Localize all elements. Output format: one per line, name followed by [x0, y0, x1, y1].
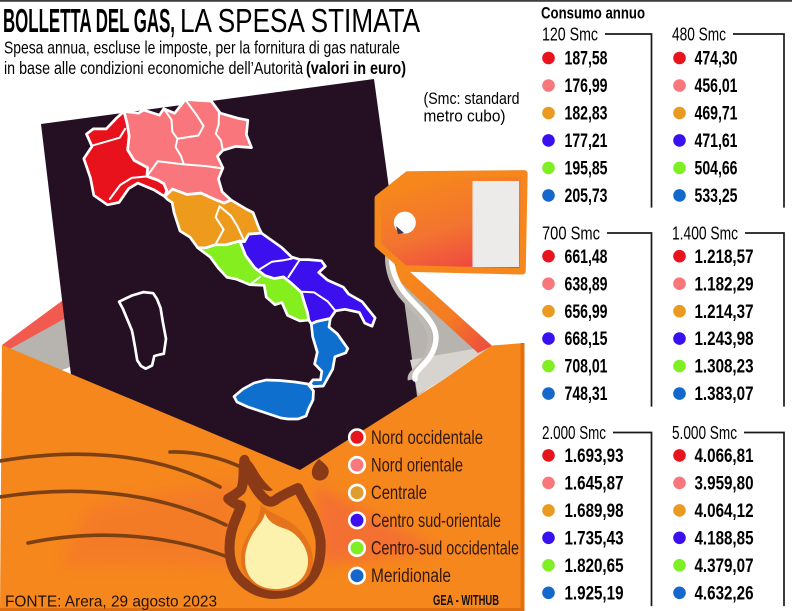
- svg-text:205,73: 205,73: [565, 185, 608, 207]
- svg-text:177,21: 177,21: [565, 130, 608, 152]
- svg-text:4.066,81: 4.066,81: [695, 445, 754, 467]
- svg-text:FONTE: Arera, 29 agosto 2023: FONTE: Arera, 29 agosto 2023: [5, 594, 217, 611]
- svg-text:1.820,65: 1.820,65: [565, 555, 624, 577]
- svg-text:120 Smc: 120 Smc: [542, 23, 598, 44]
- svg-text:Centro-sud occidentale: Centro-sud occidentale: [371, 539, 519, 560]
- svg-text:5.000 Smc: 5.000 Smc: [672, 422, 737, 443]
- svg-text:4.379,07: 4.379,07: [695, 555, 754, 577]
- svg-text:4.632,26: 4.632,26: [695, 582, 754, 604]
- svg-text:700 Smc: 700 Smc: [542, 222, 600, 243]
- svg-text:187,58: 187,58: [565, 48, 608, 70]
- svg-text:469,71: 469,71: [695, 103, 738, 125]
- svg-text:1.243,98: 1.243,98: [695, 328, 754, 350]
- svg-text:748,31: 748,31: [565, 383, 608, 405]
- svg-text:4.188,85: 4.188,85: [695, 527, 754, 549]
- svg-text:504,66: 504,66: [695, 158, 738, 180]
- svg-text:656,99: 656,99: [565, 301, 608, 323]
- svg-text:480 Smc: 480 Smc: [672, 23, 726, 44]
- svg-text:1.735,43: 1.735,43: [565, 527, 624, 549]
- svg-text:4.064,12: 4.064,12: [695, 500, 754, 522]
- svg-text:1.214,37: 1.214,37: [695, 301, 754, 323]
- svg-text:195,85: 195,85: [565, 158, 608, 180]
- svg-text:Spesa annua, escluse le impost: Spesa annua, escluse le imposte, per la …: [4, 38, 400, 58]
- svg-text:668,15: 668,15: [565, 328, 608, 350]
- svg-text:Meridionale: Meridionale: [371, 566, 451, 587]
- svg-text:metro cubo): metro cubo): [424, 107, 506, 126]
- svg-text:638,89: 638,89: [565, 273, 608, 295]
- svg-text:LA SPESA STIMATA: LA SPESA STIMATA: [180, 2, 420, 39]
- svg-text:2.000 Smc: 2.000 Smc: [542, 422, 606, 443]
- svg-text:Nord occidentale: Nord occidentale: [371, 428, 483, 449]
- svg-text:661,48: 661,48: [565, 246, 608, 268]
- svg-text:176,99: 176,99: [565, 75, 608, 97]
- svg-text:(Smc: standard: (Smc: standard: [424, 89, 520, 108]
- svg-text:474,30: 474,30: [695, 48, 738, 70]
- svg-text:Consumo annuo: Consumo annuo: [541, 5, 645, 23]
- svg-text:1.400 Smc: 1.400 Smc: [672, 222, 738, 243]
- svg-text:in base alle condizioni econom: in base alle condizioni economiche dell’…: [4, 58, 303, 78]
- svg-text:456,01: 456,01: [695, 75, 738, 97]
- svg-text:Centro sud-orientale: Centro sud-orientale: [371, 511, 501, 532]
- svg-text:BOLLETTA DEL GAS,: BOLLETTA DEL GAS,: [3, 2, 175, 39]
- svg-text:Nord orientale: Nord orientale: [371, 455, 463, 476]
- svg-text:1.925,19: 1.925,19: [565, 582, 624, 604]
- svg-text:1.308,23: 1.308,23: [695, 356, 754, 378]
- svg-text:1.218,57: 1.218,57: [695, 246, 754, 268]
- svg-text:3.959,80: 3.959,80: [695, 472, 754, 494]
- svg-text:1.693,93: 1.693,93: [565, 445, 624, 467]
- svg-text:708,01: 708,01: [565, 356, 608, 378]
- svg-text:Centrale: Centrale: [371, 483, 427, 504]
- svg-text:533,25: 533,25: [695, 185, 738, 207]
- svg-text:1.645,87: 1.645,87: [565, 472, 624, 494]
- svg-text:1.689,98: 1.689,98: [565, 500, 624, 522]
- svg-text:1.182,29: 1.182,29: [695, 273, 754, 295]
- svg-text:(valori in euro): (valori in euro): [306, 58, 406, 78]
- svg-text:1.383,07: 1.383,07: [695, 383, 754, 405]
- svg-text:471,61: 471,61: [695, 130, 738, 152]
- svg-text:GEA - WITHUB: GEA - WITHUB: [433, 593, 499, 609]
- svg-text:182,83: 182,83: [565, 103, 608, 125]
